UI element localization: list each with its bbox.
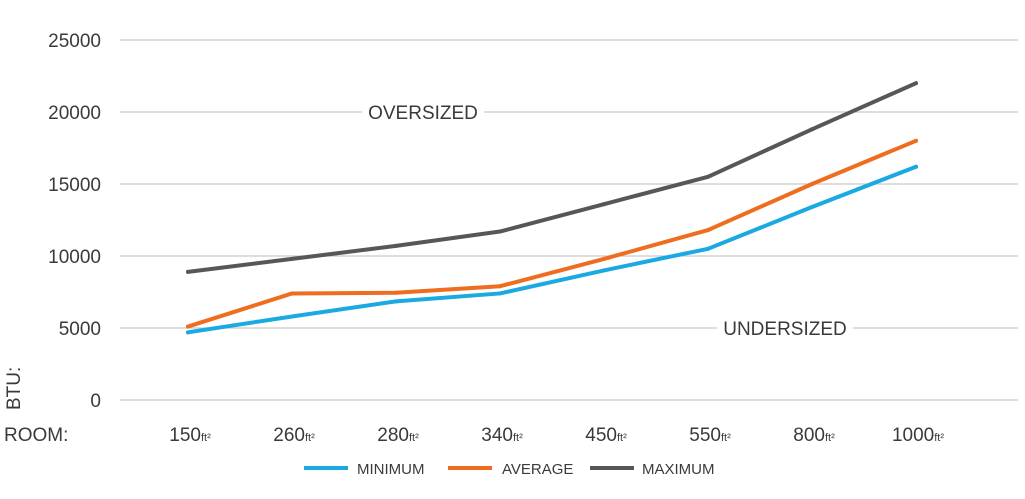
data-point-maximum — [498, 229, 502, 234]
data-point-minimum — [810, 205, 814, 210]
annotations: OVERSIZED UNDERSIZED — [368, 103, 847, 340]
annotation-label: UNDERSIZED — [723, 319, 847, 340]
x-tick-label: 340ft² — [481, 425, 523, 446]
data-point-average — [394, 290, 398, 295]
x-tick-label: 450ft² — [585, 425, 627, 446]
data-point-maximum — [394, 243, 398, 248]
x-tick-label: 1000ft² — [892, 425, 944, 446]
y-tick-label: 5000 — [59, 319, 101, 340]
y-tick-label: 25000 — [48, 31, 101, 52]
series-line-maximum — [186, 81, 918, 274]
x-tick-label: 280ft² — [377, 425, 419, 446]
x-axis-ticks: 150ft² 260ft² 280ft² 340ft² 450ft² 550ft² 800f… — [169, 425, 944, 446]
legend: MINIMUM AVERAGE MAXIMUM — [304, 461, 715, 478]
data-point-minimum — [186, 330, 190, 335]
data-point-minimum — [706, 246, 710, 251]
data-point-average — [498, 284, 502, 289]
series-lines — [186, 81, 918, 335]
legend-label: MINIMUM — [357, 461, 425, 478]
data-point-average — [186, 324, 190, 329]
annotation-label: OVERSIZED — [368, 103, 478, 124]
x-tick-label: 260ft² — [273, 425, 315, 446]
data-point-average — [914, 138, 918, 143]
y-axis-label: BTU: — [4, 367, 25, 410]
data-point-maximum — [290, 256, 294, 261]
y-tick-label: 10000 — [48, 247, 101, 268]
data-point-average — [706, 228, 710, 233]
legend-label: MAXIMUM — [642, 461, 715, 478]
legend-label: AVERAGE — [502, 461, 573, 478]
data-point-maximum — [186, 269, 190, 274]
y-tick-label: 15000 — [48, 175, 101, 196]
gridlines — [120, 39, 1018, 401]
series-line-average — [186, 138, 918, 329]
data-point-average — [290, 291, 294, 296]
data-point-maximum — [810, 127, 814, 132]
data-point-average — [602, 256, 606, 261]
data-point-minimum — [498, 291, 502, 296]
data-point-maximum — [706, 174, 710, 179]
data-point-minimum — [914, 164, 918, 169]
y-tick-label: 0 — [90, 391, 101, 412]
data-point-minimum — [394, 299, 398, 304]
series-line-minimum — [186, 164, 918, 335]
y-axis-ticks: 0 5000 10000 15000 20000 25000 — [48, 31, 101, 412]
x-tick-label: 800ft² — [793, 425, 835, 446]
data-point-maximum — [914, 81, 918, 86]
data-point-average — [810, 182, 814, 186]
y-tick-label: 20000 — [48, 103, 101, 124]
x-axis-label: ROOM: — [4, 425, 68, 446]
data-point-minimum — [602, 268, 606, 273]
x-tick-label: 550ft² — [689, 425, 731, 446]
data-point-maximum — [602, 202, 606, 207]
data-point-minimum — [290, 314, 294, 319]
x-tick-label: 150ft² — [169, 425, 211, 446]
